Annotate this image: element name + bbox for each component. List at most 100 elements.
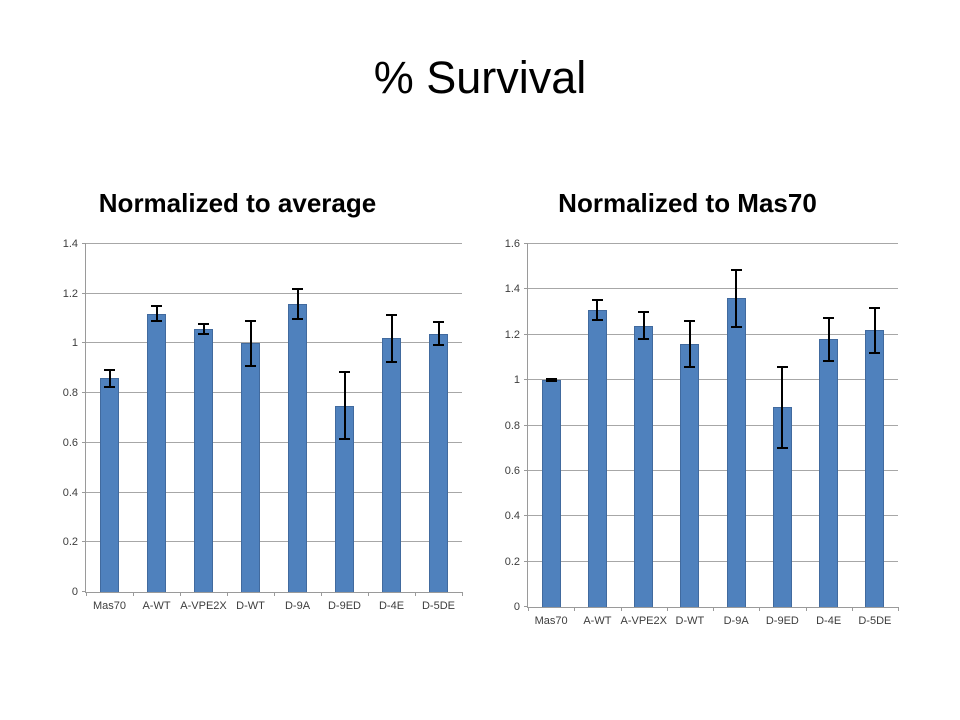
y-tick-label: 1.4 — [62, 238, 78, 250]
x-axis-tick — [851, 607, 853, 611]
y-tick-label: 0.6 — [504, 464, 520, 477]
bar-A-VPE2X — [194, 328, 213, 592]
error-bar-D-5DE — [437, 322, 440, 345]
bar-Mas70 — [541, 380, 561, 607]
y-axis-tick — [82, 342, 86, 344]
error-cap-high-A-VPE2X — [638, 311, 650, 314]
x-category-label-D-9ED: D-9ED — [327, 600, 361, 612]
x-axis-tick — [574, 607, 576, 611]
gridline-y-0.8 — [86, 392, 462, 394]
error-cap-low-D-WT — [684, 365, 696, 368]
error-bar-Mas70 — [550, 379, 553, 382]
gridline-y-1 — [86, 342, 462, 344]
error-cap-low-D-5DE — [433, 343, 444, 346]
error-cap-low-D-9A — [730, 325, 742, 328]
error-cap-high-D-5DE — [433, 321, 444, 324]
gridline-y-0.6 — [528, 469, 898, 471]
error-bar-D-WT — [249, 321, 252, 366]
slide-title: % Survival — [373, 52, 587, 103]
error-cap-low-D-4E — [386, 361, 397, 364]
x-category-label-D-WT: D-WT — [236, 600, 265, 612]
y-axis-tick — [82, 591, 86, 592]
gridline-y-0.4 — [528, 515, 898, 517]
y-axis-tick — [524, 560, 528, 562]
x-category-label-D-9A: D-9A — [723, 615, 749, 627]
gridline-y-1.6 — [528, 243, 898, 244]
y-axis-tick — [524, 515, 528, 517]
error-bar-A-WT — [155, 306, 158, 322]
x-category-label-D-9A: D-9A — [284, 600, 311, 612]
bar-A-WT — [587, 309, 607, 607]
error-bar-D-9A — [735, 270, 738, 327]
y-axis-tick — [82, 292, 86, 294]
y-tick-label: 0.4 — [62, 486, 78, 499]
gridline-y-0.8 — [528, 424, 898, 426]
y-tick-label: 1.6 — [504, 238, 520, 250]
y-axis-tick — [524, 424, 528, 426]
y-axis-tick — [82, 441, 86, 443]
bar-D-5DE — [429, 333, 448, 592]
error-cap-low-D-9ED — [776, 447, 788, 450]
bar-D-4E — [819, 339, 839, 607]
error-cap-high-A-VPE2X — [198, 322, 209, 325]
x-category-label-D-4E: D-4E — [816, 615, 842, 627]
gridline-y-0.2 — [86, 541, 462, 543]
y-axis-tick — [524, 606, 528, 607]
error-bar-D-4E — [390, 314, 393, 363]
y-tick-label: 1.4 — [504, 283, 520, 296]
error-cap-high-D-9ED — [776, 365, 788, 368]
error-cap-high-D-9ED — [339, 371, 350, 374]
x-axis-tick — [713, 607, 714, 611]
x-category-label-A-VPE2X: A-VPE2X — [620, 615, 667, 627]
y-axis-tick — [524, 243, 528, 244]
bar-A-WT — [147, 313, 166, 592]
y-axis-tick — [82, 392, 86, 394]
x-axis-tick — [227, 592, 228, 596]
error-cap-low-D-4E — [823, 359, 835, 362]
bar-D-WT — [680, 343, 700, 607]
error-cap-low-Mas70 — [104, 385, 115, 388]
x-axis-tick — [528, 607, 529, 611]
y-axis-tick — [82, 243, 86, 244]
error-cap-high-D-WT — [684, 320, 696, 323]
x-axis-tick — [898, 607, 899, 611]
x-axis-tick — [180, 592, 181, 596]
error-cap-high-D-4E — [386, 313, 397, 316]
x-axis-tick — [133, 592, 134, 596]
y-axis-tick — [524, 333, 528, 335]
y-tick-label: 0.4 — [504, 510, 520, 523]
error-bar-D-4E — [827, 317, 830, 361]
x-category-label-A-WT: A-WT — [583, 615, 612, 627]
error-cap-high-A-WT — [151, 305, 162, 308]
x-axis-tick — [462, 592, 463, 596]
x-axis-tick — [368, 592, 369, 596]
chart-title-normalized-to-average: Normalized to average — [98, 188, 377, 218]
error-cap-high-Mas70 — [104, 368, 115, 371]
bar-D-4E — [382, 338, 401, 592]
y-tick-label: 1 — [71, 337, 78, 350]
error-cap-high-Mas70 — [545, 378, 557, 380]
gridline-y-1 — [528, 379, 898, 381]
x-category-label-D-WT: D-WT — [675, 615, 705, 627]
error-cap-high-D-5DE — [869, 306, 881, 309]
error-cap-low-A-WT — [591, 319, 603, 322]
x-axis-tick — [274, 592, 275, 596]
gridline-y-0.6 — [86, 441, 462, 443]
x-axis-tick — [759, 607, 761, 611]
error-cap-high-D-9A — [730, 269, 742, 272]
x-axis-tick — [805, 607, 807, 611]
error-bar-D-9A — [296, 288, 299, 319]
gridline-y-1.2 — [86, 292, 462, 294]
y-tick-label: 1.2 — [62, 287, 78, 300]
x-axis-tick — [620, 607, 622, 611]
y-axis-tick — [524, 379, 528, 381]
error-bar-D-9ED — [781, 366, 784, 449]
bar-D-9A — [288, 303, 307, 592]
bar-D-9A — [726, 298, 746, 607]
y-tick-label: 0 — [513, 601, 520, 613]
error-cap-low-A-WT — [151, 320, 162, 323]
error-cap-low-D-9ED — [339, 438, 350, 441]
error-cap-low-D-9A — [292, 317, 303, 320]
x-category-label-Mas70: Mas70 — [534, 615, 568, 627]
error-bar-Mas70 — [108, 369, 111, 387]
